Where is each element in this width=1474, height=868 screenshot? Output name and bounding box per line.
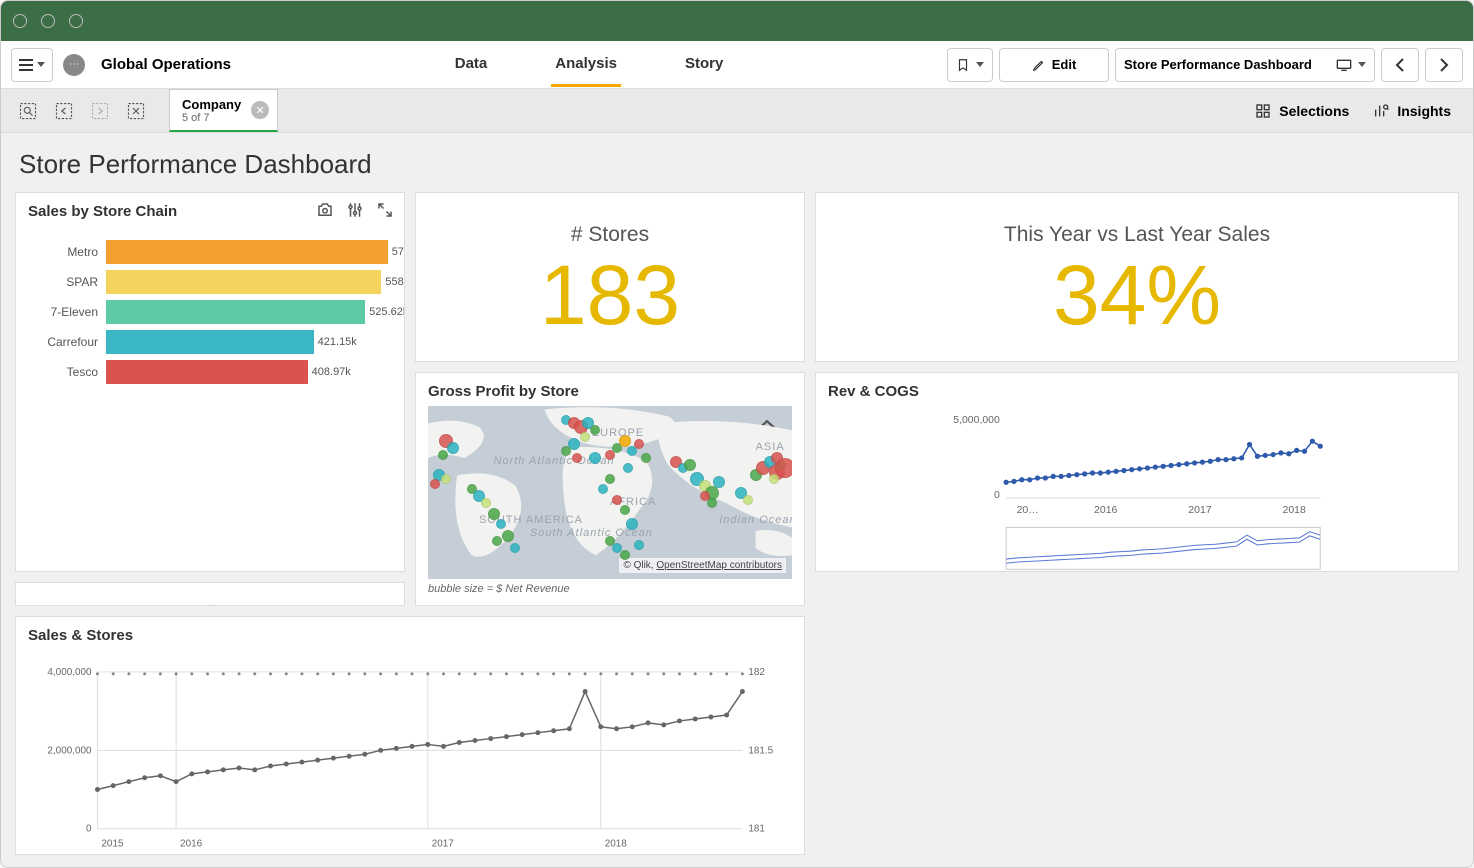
revcogs-chart: 5,000,000 0 20… 2016 2017 2018: [828, 406, 1446, 572]
store-chain-panel: Sales by Store Chain Metro 571.39kSPAR 5…: [15, 192, 405, 572]
selection-tab-counter: 5 of 7: [182, 112, 241, 124]
svg-text:2017: 2017: [1188, 505, 1211, 516]
prev-sheet-button[interactable]: [1381, 48, 1419, 82]
selection-tab-label: Company: [182, 97, 241, 112]
svg-text:Oceana: Oceana: [208, 604, 209, 605]
topbar: ⋯ Global Operations Data Analysis Story …: [1, 41, 1473, 89]
content: Store Performance Dashboard # Stores 183…: [1, 133, 1473, 867]
page-title: Store Performance Dashboard: [19, 149, 1459, 180]
svg-text:2017: 2017: [432, 839, 455, 850]
traffic-close[interactable]: [13, 14, 27, 28]
bookmark-button[interactable]: [947, 48, 993, 82]
caret-down-icon: [1358, 62, 1366, 67]
chevron-left-icon: [1395, 58, 1405, 72]
edit-button[interactable]: Edit: [999, 48, 1109, 82]
kpi-stores-label: # Stores: [571, 223, 649, 247]
sales-stores-title: Sales & Stores: [28, 627, 792, 644]
svg-text:181.5: 181.5: [748, 746, 773, 757]
svg-text:Region: Region: [207, 604, 208, 605]
edit-label: Edit: [1052, 57, 1077, 72]
svg-text:0: 0: [994, 490, 1000, 501]
step-back-icon[interactable]: [55, 102, 73, 120]
dashboard-selector[interactable]: Store Performance Dashboard: [1115, 48, 1375, 82]
insights-button[interactable]: Insights: [1373, 103, 1451, 119]
sales-stores-panel: Sales & Stores 4,000,000 2,000,000 0 182 181…: [15, 616, 805, 855]
selections-button[interactable]: Selections: [1255, 103, 1349, 119]
region-scatter-chart: RegionAfricaAmericasAsiaEuropeOceana10.0…: [28, 604, 392, 606]
svg-text:Margin (YTD): Margin (YTD): [210, 605, 212, 606]
caret-down-icon: [37, 62, 45, 67]
sliders-icon[interactable]: [346, 201, 364, 219]
kpi-yoy-label: This Year vs Last Year Sales: [1004, 223, 1270, 247]
monitor-icon: [1336, 59, 1352, 71]
menu-button[interactable]: [11, 48, 53, 82]
pencil-icon: [1032, 58, 1046, 72]
smart-search-icon[interactable]: [19, 102, 37, 120]
svg-text:2018: 2018: [1283, 505, 1306, 516]
step-forward-icon[interactable]: [91, 102, 109, 120]
revcogs-title: Rev & COGS: [828, 383, 1446, 400]
app-title: Global Operations: [101, 56, 231, 73]
clear-all-icon[interactable]: [127, 102, 145, 120]
kpi-yoy-value: 34%: [1053, 253, 1221, 337]
subbar: Company 5 of 7 ✕ Selections Insights: [1, 89, 1473, 133]
sales-stores-chart: 4,000,000 2,000,000 0 182 181.5 181 2015 2016 20…: [28, 650, 792, 855]
nav-tab-analysis[interactable]: Analysis: [551, 43, 621, 87]
traffic-maximize[interactable]: [69, 14, 83, 28]
map-caption: bubble size = $ Net Revenue: [428, 579, 792, 595]
svg-text:2016: 2016: [1094, 505, 1117, 516]
svg-text:2018: 2018: [605, 839, 628, 850]
bookmark-icon: [956, 58, 970, 72]
next-sheet-button[interactable]: [1425, 48, 1463, 82]
kpi-stores-value: 183: [540, 253, 680, 337]
selection-tab-company[interactable]: Company 5 of 7 ✕: [169, 89, 278, 132]
revcogs-panel: Rev & COGS 5,000,000 0 20… 2016 2017 2018: [815, 372, 1459, 572]
app-logo-icon: ⋯: [63, 54, 85, 76]
expand-icon[interactable]: [376, 201, 394, 219]
traffic-minimize[interactable]: [41, 14, 55, 28]
chevron-right-icon: [1439, 58, 1449, 72]
camera-icon[interactable]: [316, 201, 334, 219]
map-title: Gross Profit by Store: [428, 383, 792, 400]
close-icon[interactable]: ✕: [251, 101, 269, 119]
svg-text:Asia: Asia: [208, 604, 209, 605]
svg-text:12.0%: 12.0%: [210, 605, 211, 606]
titlebar: [1, 1, 1473, 41]
svg-text:2016: 2016: [180, 839, 203, 850]
caret-down-icon: [976, 62, 984, 67]
svg-text:4,000,000: 4,000,000: [47, 667, 92, 678]
nav-tabs: Data Analysis Story: [241, 43, 937, 87]
nav-tab-story[interactable]: Story: [681, 43, 727, 87]
svg-text:0: 0: [86, 824, 92, 835]
selections-icon: [1255, 103, 1271, 119]
dashboard-selector-label: Store Performance Dashboard: [1124, 57, 1312, 72]
svg-text:181: 181: [748, 824, 765, 835]
nav-tab-data[interactable]: Data: [451, 43, 492, 87]
svg-text:10.0%: 10.0%: [209, 605, 210, 606]
kpi-stores-panel: # Stores 183: [415, 192, 805, 362]
svg-text:182: 182: [748, 667, 765, 678]
svg-text:2,000,000: 2,000,000: [47, 746, 92, 757]
map-canvas[interactable]: © Qlik, OpenStreetMap contributors North…: [428, 406, 792, 579]
region-scatter-panel: RegionAfricaAmericasAsiaEuropeOceana10.0…: [15, 582, 405, 606]
insights-icon: [1373, 103, 1389, 119]
svg-text:14.0%: 14.0%: [212, 605, 213, 606]
svg-text:2015: 2015: [101, 839, 124, 850]
svg-text:5,000,000: 5,000,000: [953, 415, 1000, 426]
svg-text:20…: 20…: [1017, 505, 1039, 516]
kpi-yoy-panel: This Year vs Last Year Sales 34%: [815, 192, 1459, 362]
map-panel: Gross Profit by Store © Qlik, OpenStreet…: [415, 372, 805, 606]
